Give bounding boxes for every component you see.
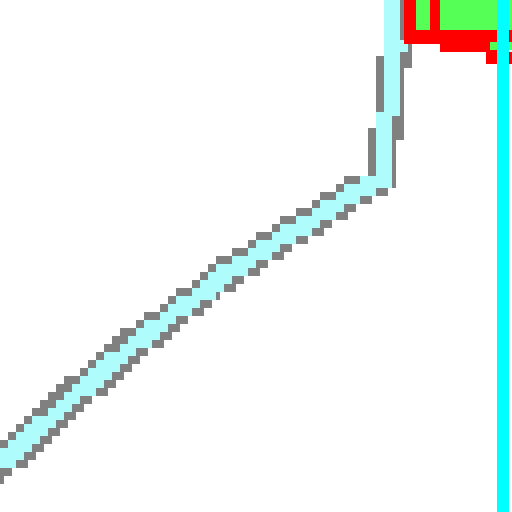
path-outline-pixel <box>0 464 4 484</box>
path-fill-pixel <box>0 456 8 468</box>
marker-block[interactable] <box>404 0 512 64</box>
marker-fill-left <box>416 0 430 30</box>
map-boundary-line <box>497 0 509 512</box>
marker-border-step <box>440 40 500 52</box>
path-fill <box>0 0 408 468</box>
